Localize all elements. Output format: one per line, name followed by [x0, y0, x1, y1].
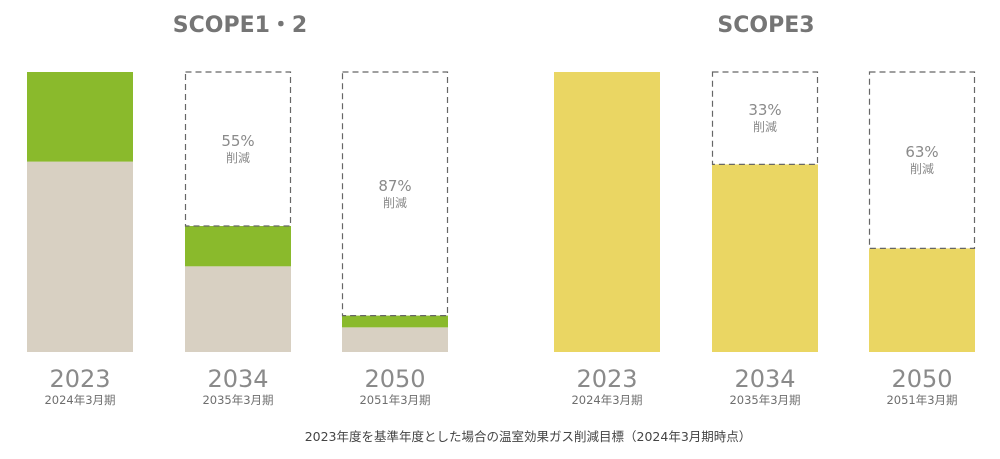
reduction-percent-label: 63% [905, 143, 938, 161]
year-label: 2034 [207, 365, 268, 393]
chart-panel-1: SCOPE1・220232024年3月期55%削減20342035年3月期87%… [27, 13, 449, 407]
bar-2023-segment-2 [27, 72, 133, 162]
year-label: 2023 [576, 365, 637, 393]
bar-2034-segment-2 [185, 226, 291, 267]
bar-2034-segment-1 [712, 164, 818, 352]
reduction-word-label: 削減 [383, 195, 407, 210]
fiscal-period-label: 2051年3月期 [886, 393, 957, 407]
bar-2050-segment-2 [342, 315, 448, 328]
year-label: 2050 [891, 365, 952, 393]
bar-2023-segment-1 [554, 72, 660, 352]
bar-2050-segment-1 [869, 248, 975, 352]
footnote: 2023年度を基準年度とした場合の温室効果ガス削減目標（2024年3月期時点） [305, 429, 752, 444]
reduction-percent-label: 87% [378, 177, 411, 195]
bar-2050-segment-1 [342, 327, 448, 352]
fiscal-period-label: 2035年3月期 [729, 393, 800, 407]
reduction-word-label: 削減 [753, 119, 777, 134]
reduction-outline-2034 [711, 71, 819, 166]
reduction-outline-2034 [184, 71, 292, 227]
bar-2023-segment-1 [27, 161, 133, 352]
reduction-word-label: 削減 [226, 150, 250, 165]
panel-title: SCOPE1・2 [173, 13, 307, 38]
year-label: 2034 [734, 365, 795, 393]
reduction-percent-label: 33% [748, 101, 781, 119]
bar-2034-segment-1 [185, 266, 291, 352]
fiscal-period-label: 2051年3月期 [359, 393, 430, 407]
year-label: 2050 [364, 365, 425, 393]
fiscal-period-label: 2035年3月期 [202, 393, 273, 407]
panel-title: SCOPE3 [717, 13, 814, 38]
year-label: 2023 [49, 365, 110, 393]
chart-panel-2: SCOPE320232024年3月期33%削減20342035年3月期63%削減… [554, 13, 976, 407]
fiscal-period-label: 2024年3月期 [44, 393, 115, 407]
reduction-outline-2050 [341, 71, 449, 317]
reduction-percent-label: 55% [221, 132, 254, 150]
fiscal-period-label: 2024年3月期 [571, 393, 642, 407]
reduction-outline-2050 [868, 71, 976, 249]
reduction-word-label: 削減 [910, 161, 934, 176]
